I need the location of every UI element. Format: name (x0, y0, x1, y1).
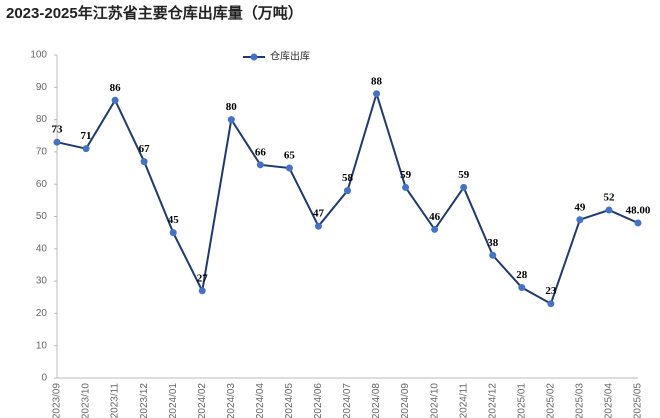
value-label: 27 (197, 272, 209, 284)
y-tick-label: 50 (36, 211, 48, 222)
value-label: 86 (110, 82, 122, 94)
x-tick-label: 2024/09 (400, 383, 411, 418)
x-tick-label: 2025/04 (604, 383, 615, 418)
x-tick-label: 2025/01 (516, 383, 527, 418)
y-tick-label: 0 (41, 373, 47, 384)
value-label: 28 (516, 269, 528, 281)
marker (169, 229, 177, 237)
marker (402, 183, 410, 191)
y-tick-label: 60 (36, 179, 48, 190)
x-tick-label: 2024/07 (342, 383, 353, 418)
legend-marker (250, 53, 258, 61)
x-tick-label: 2024/08 (371, 383, 382, 418)
value-label: 59 (400, 169, 412, 181)
x-tick-label: 2024/02 (197, 383, 208, 418)
y-tick-label: 40 (36, 243, 48, 254)
x-tick-label: 2023/10 (81, 383, 92, 418)
x-tick-label: 2023/12 (139, 383, 150, 418)
marker (489, 251, 497, 259)
value-label: 47 (313, 208, 325, 220)
x-tick-label: 2025/05 (633, 383, 644, 418)
value-label: 23 (545, 285, 557, 297)
x-tick-label: 2023/09 (52, 383, 63, 418)
value-label: 65 (284, 150, 296, 162)
marker (111, 96, 119, 104)
value-label: 71 (81, 130, 92, 142)
y-tick-label: 30 (36, 276, 48, 287)
x-tick-label: 2025/02 (545, 383, 556, 418)
value-label: 80 (226, 101, 238, 113)
value-label: 67 (139, 143, 151, 155)
y-tick-label: 80 (36, 114, 48, 125)
y-tick-label: 70 (36, 147, 48, 158)
chart-title: 2023-2025年江苏省主要仓库出库量（万吨） (6, 4, 303, 22)
x-tick-label: 2024/03 (226, 383, 237, 418)
x-tick-label: 2024/01 (168, 383, 179, 418)
marker (140, 158, 148, 166)
marker (285, 164, 293, 172)
marker (373, 90, 381, 98)
line (56, 90, 639, 306)
x-tick-label: 2024/11 (458, 383, 469, 418)
value-label: 59 (458, 169, 470, 181)
marker (518, 284, 526, 292)
marker (605, 206, 613, 214)
marker (256, 161, 264, 169)
x-tick-label: 2023/11 (110, 383, 121, 418)
y-tick-label: 10 (36, 340, 48, 351)
marker (53, 138, 61, 146)
marker (314, 222, 322, 230)
value-label: 66 (255, 146, 267, 158)
value-label: 73 (52, 124, 64, 136)
value-label: 45 (168, 214, 180, 226)
x-tick-label: 2024/06 (313, 383, 324, 418)
marker (431, 225, 439, 233)
x-tick-label: 2025/03 (575, 383, 586, 418)
marker (547, 300, 555, 308)
marker (82, 145, 90, 153)
x-tick-label: 2024/04 (255, 383, 266, 418)
x-tick-label: 2024/10 (429, 383, 440, 418)
value-label: 46 (429, 211, 441, 223)
value-label: 58 (342, 172, 354, 184)
legend-label: 仓库出库 (270, 50, 310, 63)
value-label: 38 (487, 237, 499, 249)
y-tick-label: 100 (30, 50, 47, 61)
marker (227, 116, 235, 124)
value-label: 88 (371, 75, 383, 87)
marker (198, 287, 206, 295)
x-tick-label: 2024/12 (487, 383, 498, 418)
value-label: 48.00 (626, 204, 651, 216)
marker (576, 216, 584, 224)
marker (344, 187, 351, 195)
y-tick-label: 20 (36, 308, 48, 319)
x-tick-label: 2024/05 (284, 383, 295, 418)
value-label: 49 (574, 201, 586, 213)
marker (460, 183, 468, 191)
y-tick-label: 90 (36, 82, 48, 93)
marker (634, 219, 642, 227)
value-label: 52 (603, 192, 615, 204)
